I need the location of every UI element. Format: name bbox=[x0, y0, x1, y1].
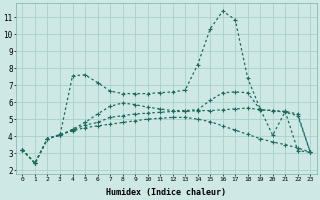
X-axis label: Humidex (Indice chaleur): Humidex (Indice chaleur) bbox=[106, 188, 226, 197]
